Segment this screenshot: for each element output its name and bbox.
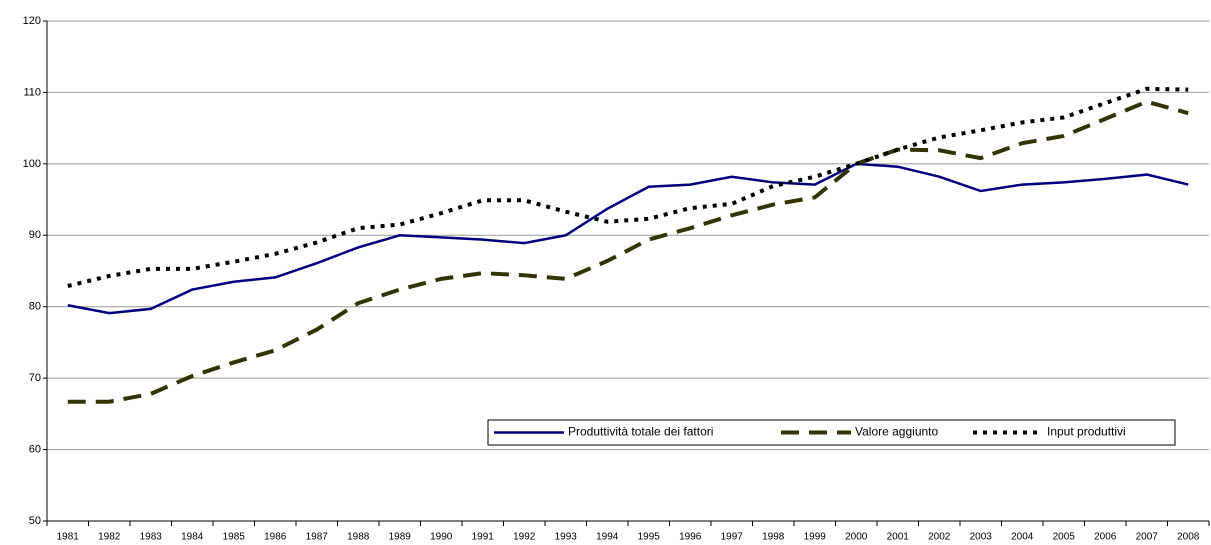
x-tick-label: 1986 — [264, 532, 287, 543]
x-tick-label: 1995 — [638, 532, 661, 543]
x-tick-label: 1993 — [555, 532, 578, 543]
x-tick-label: 1990 — [430, 532, 453, 543]
series-line — [67, 162, 1189, 315]
x-tick-label: 1994 — [596, 532, 619, 543]
x-tick-label: 1988 — [347, 532, 370, 543]
x-tick-label: 1982 — [98, 532, 121, 543]
x-tick-label: 1984 — [181, 532, 204, 543]
x-tick-label: 1996 — [679, 532, 702, 543]
x-tick-label: 2002 — [928, 532, 951, 543]
x-tick-label: 2005 — [1053, 532, 1076, 543]
legend: Produttività totale dei fattori Valore ag… — [487, 419, 1176, 446]
x-tick-label: 1987 — [306, 532, 329, 543]
y-tick-label: 120 — [23, 15, 41, 27]
x-tick-label: 1985 — [223, 532, 246, 543]
x-tick-label: 1983 — [140, 532, 163, 543]
x-tick-label: 1981 — [57, 532, 80, 543]
x-tick-label: 2008 — [1177, 532, 1200, 543]
y-tick-label: 100 — [23, 158, 41, 170]
x-tick-label: 1992 — [513, 532, 536, 543]
series-line — [67, 86, 1189, 288]
x-tick-label: 2003 — [970, 532, 993, 543]
y-tick-label: 70 — [29, 372, 41, 384]
x-tick-label: 1991 — [472, 532, 495, 543]
y-tick-label: 60 — [29, 443, 41, 455]
x-tick-label: 2006 — [1094, 532, 1117, 543]
x-tick-label: 1997 — [721, 532, 744, 543]
y-tick-label: 50 — [29, 515, 41, 527]
legend-label: Valore aggiunto — [855, 425, 939, 439]
x-tick-label: 2001 — [887, 532, 910, 543]
x-tick-label: 1989 — [389, 532, 412, 543]
x-tick-label: 1999 — [804, 532, 827, 543]
y-tick-label: 80 — [29, 301, 41, 313]
legend-label: Produttività totale dei fattori — [568, 425, 713, 439]
series-line — [67, 99, 1189, 404]
y-tick-label: 90 — [29, 229, 41, 241]
x-tick-label: 2000 — [845, 532, 868, 543]
x-tick-label: 2004 — [1011, 532, 1034, 543]
legend-box — [487, 419, 1176, 446]
x-tick-label: 2007 — [1136, 532, 1159, 543]
y-tick-label: 110 — [23, 86, 41, 98]
x-tick-label: 1998 — [762, 532, 785, 543]
legend-label: Input produttivi — [1047, 425, 1126, 439]
